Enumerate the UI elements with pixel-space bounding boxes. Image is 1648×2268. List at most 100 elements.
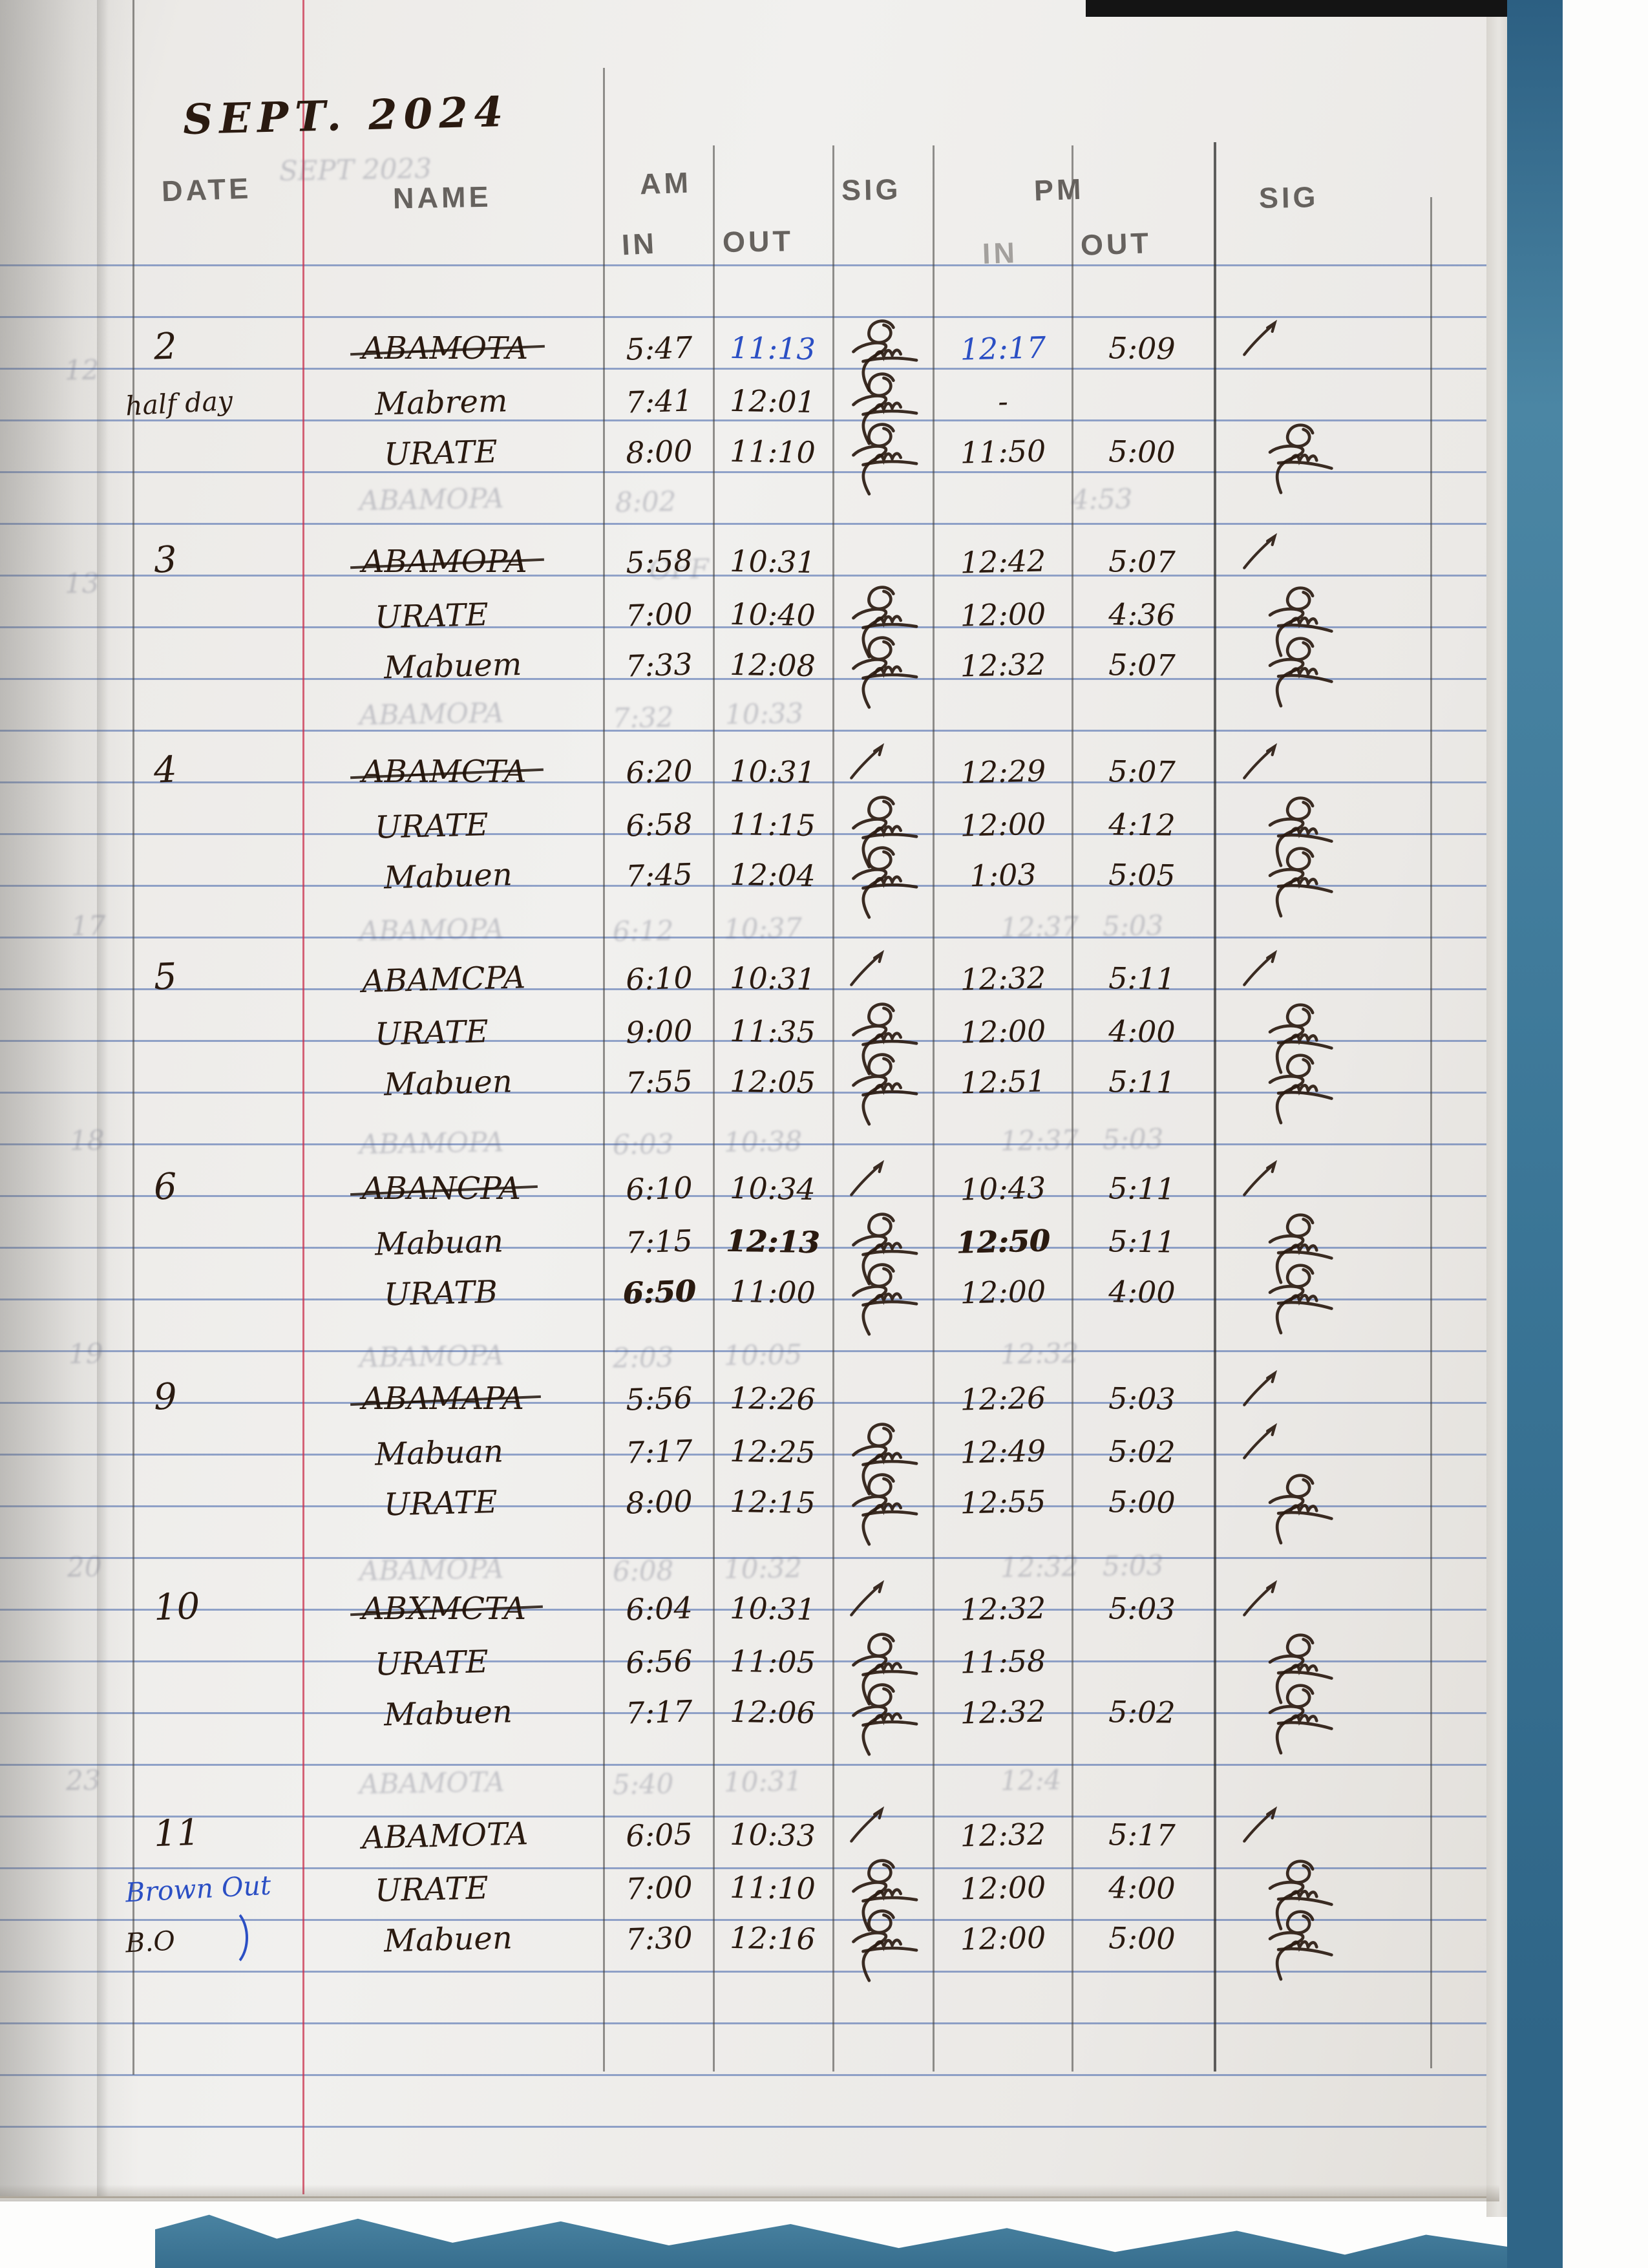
signature-tick-icon: [1243, 743, 1278, 779]
attendance-row: Mabuen 7:45 12:04 1:03 5:05: [0, 846, 1648, 919]
pm-in-time: 12:32: [960, 1693, 1046, 1731]
table-grid-line: [832, 145, 834, 2072]
am-in-time: 9:00: [625, 1013, 693, 1050]
attendance-row: URATE 9:00 11:35 12:00 4:00: [0, 1002, 1648, 1076]
signature-loop-icon: [852, 636, 918, 709]
am-out-time: 12:01: [729, 383, 816, 420]
pm-out-time: 5:03: [1108, 1381, 1176, 1417]
attendance-row: ABAMCPA 6:10 10:31 12:32 5:11: [0, 949, 1648, 1005]
am-in-time: 5:56: [625, 1380, 693, 1417]
employee-name: ABAMCTA: [328, 754, 527, 790]
date-block: 3 ABAMOPA 5:58 10:31 12:42 5:07: [0, 533, 1648, 709]
attendance-row: Mabuan 7:17 12:25 12:49 5:02: [0, 1423, 1648, 1496]
bleed-through-text: 18: [69, 1124, 105, 1157]
am-out-time: 12:13: [725, 1223, 820, 1260]
pm-out-time: 5:07: [1108, 544, 1176, 580]
pm-in-time: 1:03: [969, 856, 1037, 894]
date-note: [124, 742, 311, 803]
pm-out-time: [1073, 376, 1210, 429]
date-block: 11 ABAMOTA 6:05 10:33 12:32 5:17: [0, 1806, 1648, 1982]
am-in-time: 6:56: [625, 1643, 693, 1680]
pm-in-time: 12:51: [960, 1063, 1046, 1101]
pm-out-time: 5:11: [1108, 1171, 1176, 1207]
bleed-through-text: ABAMOTA: [359, 1766, 505, 1800]
am-out-time: 12:05: [729, 1063, 816, 1101]
am-out-time: 11:13: [729, 330, 816, 367]
attendance-row: ABAMCTA 6:20 10:31 12:29 5:07: [0, 743, 1648, 798]
attendance-row: ABANCPA 6:10 10:34 10:43 5:11: [0, 1160, 1648, 1215]
attendance-row: URATE 8:00 11:10 11:50 5:00: [0, 423, 1648, 496]
book-cover-bottom-edge: [155, 2214, 1507, 2268]
table-grid-line: [713, 145, 715, 2072]
bleed-through-text: 12:4: [1000, 1764, 1062, 1797]
bleed-through-text: 12:37: [1000, 1123, 1079, 1158]
pm-in-time: 12:00: [960, 1920, 1046, 1957]
notebook-page: SEPT. 2024 DATE NAME AM SIG PM SIG IN OU…: [0, 0, 1486, 2198]
am-out-time: 10:34: [729, 1170, 816, 1207]
am-signature: [835, 1580, 935, 1635]
pm-signature: [1228, 1423, 1428, 1478]
am-signature: [835, 1633, 935, 1706]
attendance-row: Brown Out URATE 7:00 11:10 12:00 4:00: [0, 1859, 1648, 1932]
signature-loop-icon: [852, 1633, 918, 1706]
am-out-time: 12:16: [729, 1920, 816, 1957]
bleed-through-text: 6:03: [612, 1128, 674, 1161]
pm-out-time: 5:09: [1108, 330, 1176, 366]
pm-out-time: 5:00: [1108, 1920, 1176, 1956]
am-in-time: 5:58: [625, 543, 693, 580]
attendance-row: B.O Mabuen 7:30 12:16 12:00 5:00: [0, 1907, 1648, 1982]
am-in-time: 7:30: [625, 1920, 693, 1957]
am-signature: [835, 743, 935, 798]
pm-out-time: 5:11: [1108, 1224, 1176, 1260]
am-signature: [835, 1806, 935, 1861]
pm-in-time: 12:17: [960, 330, 1046, 367]
bleed-through-text: ABAMOPA: [359, 1339, 505, 1373]
blue-paren-mark: [206, 1907, 248, 1969]
bleed-through-text: 5:40: [612, 1768, 674, 1801]
signature-loop-icon: [852, 1473, 918, 1546]
signature-tick-icon: [850, 1806, 885, 1843]
date-note: [124, 1579, 311, 1640]
am-signature: [835, 1263, 935, 1336]
pm-in-time: 12:42: [960, 543, 1046, 580]
signature-loop-icon: [852, 846, 918, 919]
am-out-time: 11:15: [729, 806, 816, 843]
date-note: [124, 1369, 311, 1430]
am-signature: [835, 1683, 935, 1756]
signature-loop-icon: [852, 1909, 918, 1982]
signature-loop-icon: [1268, 1003, 1333, 1074]
am-in-time: 6:04: [625, 1590, 693, 1627]
ruled-lines: [0, 215, 1486, 2148]
signature-tick-icon: [1243, 319, 1278, 356]
pm-signature: [1228, 533, 1428, 588]
pm-signature: [1228, 1054, 1428, 1125]
bleed-through-text: ABAMOPA: [359, 913, 505, 947]
signature-loop-icon: [852, 1053, 918, 1126]
signature-loop-icon: [852, 423, 918, 496]
signature-loop-icon: [1268, 423, 1333, 494]
am-out-time: 10:31: [729, 543, 816, 580]
attendance-row: half day Mabrem 7:41 12:01 -: [0, 372, 1648, 445]
pm-signature: [1228, 1370, 1428, 1425]
signature-loop-icon: [852, 1423, 918, 1496]
pm-signature: [1228, 796, 1428, 867]
bleed-through-text: 5:03: [1102, 909, 1164, 942]
pm-signature: [1228, 1910, 1428, 1981]
bleed-through-text: ABAMOPA: [359, 482, 505, 516]
table-grid-line: [1072, 145, 1073, 2072]
pm-in-time: 12:00: [960, 1013, 1046, 1050]
am-out-time: 12:15: [729, 1483, 816, 1521]
signature-loop-icon: [1268, 1474, 1333, 1545]
pm-signature: [1228, 1684, 1428, 1755]
am-signature: [835, 423, 935, 496]
am-signature: [835, 796, 935, 869]
signature-tick-icon: [850, 1160, 885, 1196]
pm-out-time: 5:02: [1108, 1434, 1176, 1470]
column-header-date: DATE: [161, 171, 253, 208]
am-signature: [835, 949, 935, 1005]
signature-loop-icon: [852, 1683, 918, 1756]
date-note: [124, 1159, 311, 1220]
employee-name: ABAMOTA: [361, 1816, 529, 1856]
under-pages-edge: [1486, 0, 1507, 2217]
employee-name: ABAMOPA: [328, 544, 527, 580]
